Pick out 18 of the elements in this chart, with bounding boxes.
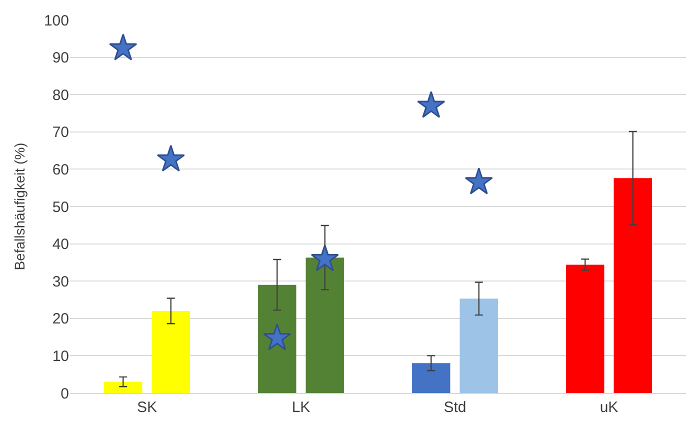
y-tick-label: 90 <box>52 50 69 67</box>
y-axis-title: Befallshäufigkeit (%) <box>12 142 28 270</box>
y-tick-label: 40 <box>52 236 69 254</box>
y-tick-label: 70 <box>52 124 69 142</box>
x-tick-label: LK <box>292 399 310 416</box>
y-tick-label: 80 <box>52 86 69 104</box>
bar <box>412 363 450 393</box>
x-tick-label: Std <box>444 399 466 416</box>
x-tick-label: SK <box>136 399 158 416</box>
y-tick-label: 0 <box>60 385 69 402</box>
y-tick-label: 20 <box>52 310 69 328</box>
y-tick-label: 100 <box>44 12 69 30</box>
y-tick-label: 60 <box>52 161 69 178</box>
x-tick-label: uK <box>600 399 618 416</box>
y-tick-label: 10 <box>52 348 69 365</box>
bar <box>460 298 498 393</box>
y-tick-label: 30 <box>52 273 69 290</box>
y-tick-label: 50 <box>52 198 69 216</box>
